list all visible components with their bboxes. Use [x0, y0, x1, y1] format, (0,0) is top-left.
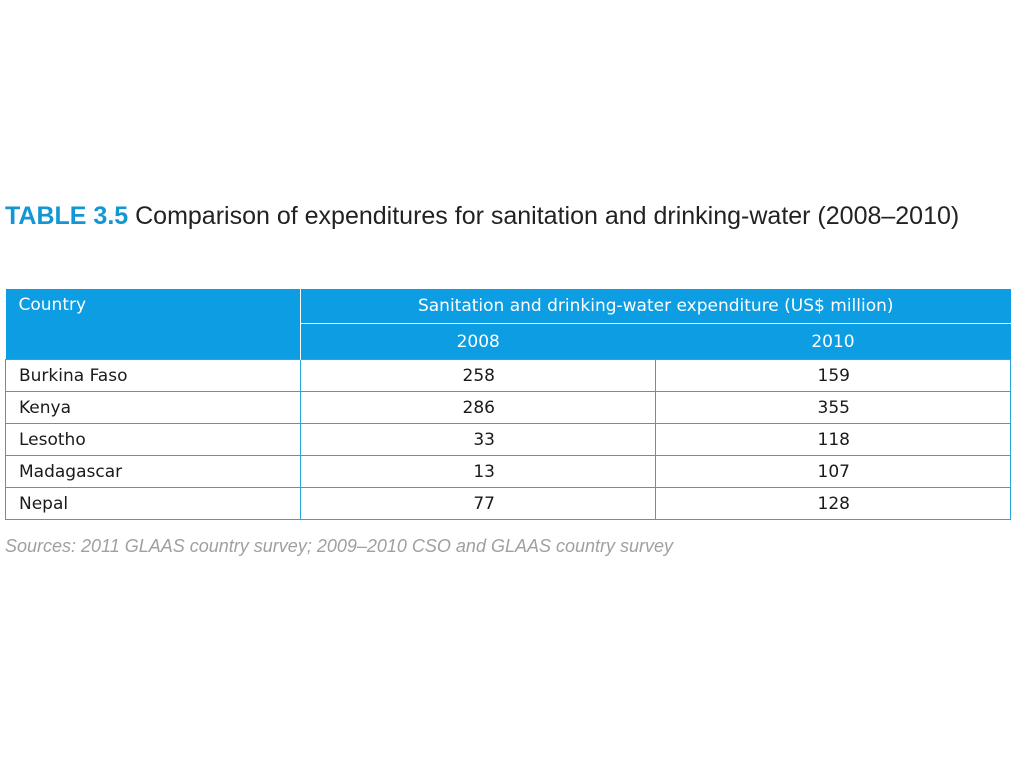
table-row: Nepal 77 128	[5, 487, 1011, 520]
value-2010-cell: 355	[655, 391, 1011, 424]
country-cell: Kenya	[5, 391, 301, 424]
sources-note: Sources: 2011 GLAAS country survey; 2009…	[5, 536, 674, 556]
table-title-text: Comparison of expenditures for sanitatio…	[135, 202, 960, 230]
value-2010-cell: 159	[655, 359, 1011, 392]
value-2008-cell: 13	[300, 455, 656, 488]
value-2008-cell: 77	[300, 487, 656, 520]
country-cell: Nepal	[5, 487, 301, 520]
country-cell: Burkina Faso	[5, 359, 301, 392]
header-year-2010: 2010	[655, 323, 1011, 360]
expenditure-table: Country Sanitation and drinking-water ex…	[5, 289, 1011, 520]
table-row: Lesotho 33 118	[5, 423, 1011, 456]
value-2008-cell: 286	[300, 391, 656, 424]
value-2010-cell: 128	[655, 487, 1011, 520]
header-year-2008: 2008	[300, 323, 656, 360]
value-2008-cell: 258	[300, 359, 656, 392]
header-row-top: Country Sanitation and drinking-water ex…	[5, 289, 1011, 360]
table-title: TABLE 3.5 Comparison of expenditures for…	[5, 199, 1005, 233]
country-cell: Lesotho	[5, 423, 301, 456]
value-2010-cell: 118	[655, 423, 1011, 456]
header-row-years: 2008 2010	[6, 323, 1011, 360]
table-row: Burkina Faso 258 159	[5, 359, 1011, 392]
country-cell: Madagascar	[5, 455, 301, 488]
header-expenditure-group: Sanitation and drinking-water expenditur…	[300, 289, 1011, 325]
table-row: Kenya 286 355	[5, 391, 1011, 424]
value-2010-cell: 107	[655, 455, 1011, 488]
header-country: Country	[5, 289, 301, 360]
value-2008-cell: 33	[300, 423, 656, 456]
table-row: Madagascar 13 107	[5, 455, 1011, 488]
table-number-label: TABLE 3.5	[5, 202, 129, 230]
